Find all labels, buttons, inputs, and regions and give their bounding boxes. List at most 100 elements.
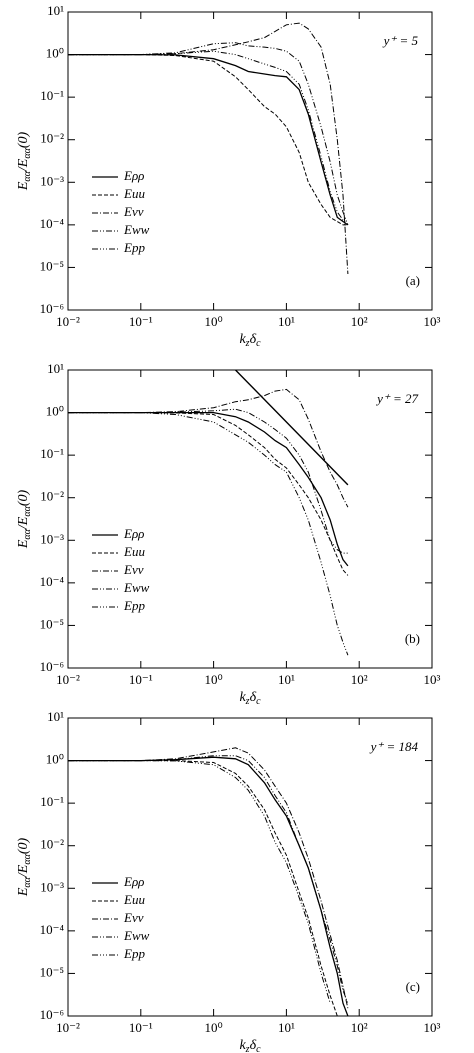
legend-label: Evv (123, 910, 144, 925)
panel: 10⁻² 10⁻¹ 10⁰ 10¹ 10² 10³ 10⁻⁶ 10⁻⁵ 10⁻⁴ 10⁻³ 10⁻²… (16, 3, 440, 349)
series-line (68, 22, 349, 275)
plot-frame (67, 11, 433, 311)
y-tick-label: 10⁻⁵ (40, 964, 64, 979)
legend-label: Epp (123, 598, 145, 613)
series-line (68, 760, 331, 1004)
series-line (68, 760, 338, 1016)
y-tick-label: 10⁻¹ (40, 794, 64, 809)
x-axis-label-part: c (256, 338, 261, 349)
y-tick-label: 10⁻⁵ (40, 258, 64, 273)
y-tick-label: 10⁻² (40, 489, 64, 504)
x-axis-label: kzδc (239, 332, 261, 349)
x-axis-label-part: k (239, 332, 246, 347)
legend-label: Epp (123, 240, 145, 255)
y-tick-label: 10⁰ (46, 752, 64, 767)
x-tick-label: 10³ (424, 314, 441, 329)
x-tick-label: 10⁰ (204, 314, 222, 329)
y-axis-label-part: E (16, 181, 31, 191)
plot-area (68, 370, 349, 656)
x-axis-label: kzδc (239, 1038, 261, 1053)
series-line (68, 755, 349, 1004)
y-axis-label-part: /E (16, 516, 31, 530)
legend-label: Euu (123, 892, 145, 907)
y-tick-label: 10⁻³ (40, 173, 64, 188)
x-axis-label-part: k (239, 690, 246, 705)
y-tick-label: 10⁰ (46, 46, 64, 61)
y-tick-label: 10⁻⁴ (40, 922, 65, 937)
y-axis-label: Eαα/Eαα(0) (16, 489, 33, 549)
legend-label: Eww (123, 222, 150, 237)
y-tick-label: 10⁻³ (40, 879, 64, 894)
x-tick-label: 10⁻¹ (129, 672, 153, 687)
annotation: y⁺ = 27 (375, 391, 418, 406)
y-tick-label: 10¹ (47, 709, 64, 724)
legend-label: Evv (123, 562, 144, 577)
panel: 10⁻² 10⁻¹ 10⁰ 10¹ 10² 10³ 10⁻⁶ 10⁻⁵ 10⁻⁴ 10⁻³ 10⁻²… (16, 709, 440, 1053)
y-axis-label-part: E (16, 539, 31, 549)
x-axis-label-part: z (245, 1044, 250, 1053)
y-axis-label-part: /E (16, 864, 31, 878)
x-tick-label: 10⁻¹ (129, 1020, 153, 1035)
x-axis-label-part: δ (250, 690, 257, 705)
series-line (68, 412, 349, 656)
panel-label: (b) (405, 631, 420, 646)
y-axis-label-part: (0) (16, 489, 31, 506)
y-axis-label-part: E (16, 887, 31, 897)
y-tick-label: 10¹ (47, 3, 64, 18)
legend-label: Eρρ (123, 874, 144, 889)
x-tick-label: 10³ (424, 1020, 441, 1035)
legend-label: Euu (123, 544, 145, 559)
x-tick-label: 10² (351, 1020, 368, 1035)
y-tick-label: 10⁻² (40, 131, 64, 146)
legend-label: Eww (123, 580, 150, 595)
x-tick-label: 10⁻¹ (129, 314, 153, 329)
x-tick-label: 10² (351, 314, 368, 329)
legend-label: Epp (123, 946, 145, 961)
y-tick-label: 10¹ (47, 361, 64, 376)
y-tick-label: 10⁻⁵ (40, 616, 64, 631)
x-axis-label-part: k (239, 1038, 246, 1053)
x-tick-label: 10¹ (278, 1020, 295, 1035)
series-line (68, 756, 349, 1016)
series-line (68, 412, 349, 576)
y-axis-label-part: /E (16, 158, 31, 172)
y-axis-label-part: αα (22, 147, 33, 158)
y-axis-label-part: αα (22, 170, 33, 181)
y-tick-label: 10⁻⁶ (40, 659, 64, 674)
y-axis-label-part: αα (22, 505, 33, 516)
series-line (68, 747, 349, 1009)
x-tick-label: 10⁰ (204, 672, 222, 687)
plot-area (68, 22, 349, 275)
legend-label: Eww (123, 928, 150, 943)
y-tick-label: 10⁻² (40, 837, 64, 852)
x-tick-label: 10⁻² (56, 1020, 80, 1035)
legend-label: Evv (123, 204, 144, 219)
x-tick-label: 10⁰ (204, 1020, 222, 1035)
series-line (68, 54, 348, 226)
series-line (68, 408, 348, 554)
y-axis-label-part: αα (22, 853, 33, 864)
y-axis-label: Eαα/Eαα(0) (16, 131, 33, 191)
annotation: y⁺ = 184 (369, 739, 419, 754)
y-axis-label-part: (0) (16, 837, 31, 854)
series-line (68, 50, 349, 226)
x-axis-label-part: δ (250, 332, 257, 347)
y-tick-label: 10⁰ (46, 404, 64, 419)
legend-label: Euu (123, 186, 145, 201)
x-tick-label: 10⁻² (56, 314, 80, 329)
y-tick-label: 10⁻⁶ (40, 301, 64, 316)
x-axis-label-part: δ (250, 1038, 257, 1053)
plot-area (68, 747, 349, 1016)
plot-frame (67, 369, 433, 669)
series-line (68, 53, 349, 226)
x-axis-label: kzδc (239, 690, 261, 707)
x-tick-label: 10³ (424, 672, 441, 687)
y-axis-label-part: (0) (16, 131, 31, 148)
x-tick-label: 10⁻² (56, 672, 80, 687)
y-tick-label: 10⁻⁴ (40, 574, 65, 589)
series-line (68, 42, 349, 226)
x-axis-label-part: c (256, 696, 261, 707)
panel-label: (a) (406, 273, 420, 288)
y-tick-label: 10⁻¹ (40, 446, 64, 461)
